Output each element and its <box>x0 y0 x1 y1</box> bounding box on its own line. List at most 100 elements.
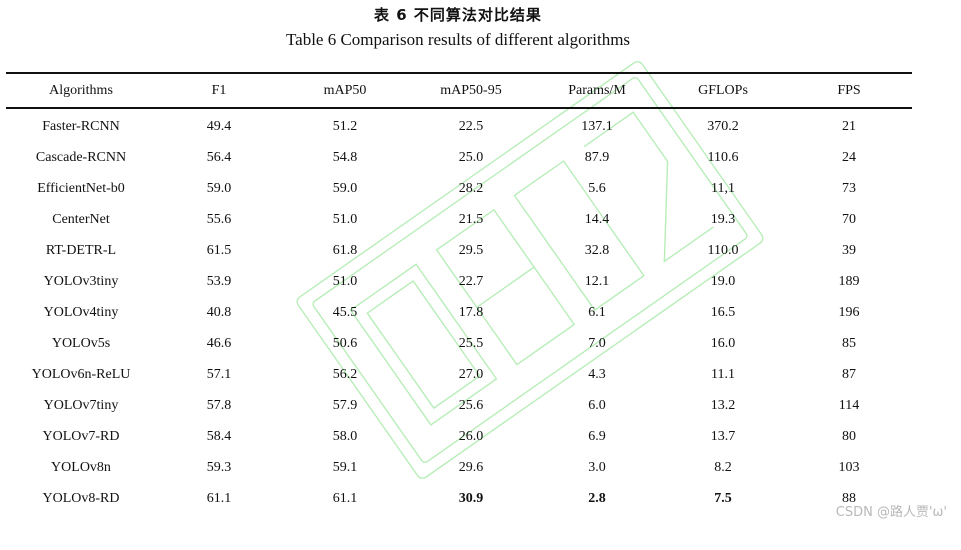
column-header: Params/M <box>568 82 626 98</box>
table-caption-english: Table 6 Comparison results of different … <box>285 30 631 49</box>
metric-cell: 55.6 <box>206 211 232 227</box>
metric-cell: 25.5 <box>458 335 484 351</box>
metric-cell: 11,1 <box>711 180 735 196</box>
metric-cell: 51.0 <box>332 273 358 289</box>
metric-cell: 114 <box>838 397 860 413</box>
metric-cell: 24 <box>842 149 856 165</box>
column-header: Algorithms <box>49 82 113 98</box>
metric-cell: 7.5 <box>714 490 732 506</box>
metric-cell: 46.6 <box>206 335 232 351</box>
metric-cell: 57.8 <box>206 397 232 413</box>
algorithm-name-cell: Faster-RCNN <box>42 118 120 134</box>
metric-cell: 11.1 <box>711 366 735 382</box>
metric-cell: 56.4 <box>206 149 232 165</box>
algorithm-name-cell: RT-DETR-L <box>45 242 117 258</box>
metric-cell: 2.8 <box>588 490 606 506</box>
metric-cell: 73 <box>842 180 856 196</box>
metric-cell: 6.0 <box>588 397 606 413</box>
metric-cell: 19.3 <box>710 211 736 227</box>
metric-cell: 56.2 <box>332 366 358 382</box>
header-row: Algorithms F1 mAP50 mAP50-95 Params/M GF… <box>6 73 912 108</box>
algorithm-name-cell: YOLOv4tiny <box>43 304 119 320</box>
metric-cell: 103 <box>838 459 860 475</box>
metric-cell: 21 <box>842 118 856 134</box>
table-row: EfficientNet-b0 59.0 59.0 28.2 5.6 11,1 73 <box>6 173 912 204</box>
metric-cell: 6.9 <box>588 428 606 444</box>
table-row: YOLOv8n 59.3 59.1 29.6 3.0 8.2 103 <box>6 452 912 483</box>
metric-cell: 54.8 <box>332 149 358 165</box>
metric-cell: 16.0 <box>710 335 736 351</box>
metric-cell: 59.1 <box>332 459 358 475</box>
column-header: F1 <box>211 82 227 98</box>
metric-cell: 57.1 <box>206 366 232 382</box>
metric-cell: 22.7 <box>458 273 484 289</box>
metric-cell: 12.1 <box>584 273 610 289</box>
metric-cell: 51.0 <box>332 211 358 227</box>
algorithm-name-cell: YOLOv5s <box>51 335 111 351</box>
metric-cell: 28.2 <box>458 180 484 196</box>
metric-cell: 59.0 <box>206 180 232 196</box>
metric-cell: 87 <box>842 366 856 382</box>
metric-cell: 80 <box>842 428 856 444</box>
metric-cell: 25.0 <box>458 149 484 165</box>
metric-cell: 110.6 <box>707 149 739 165</box>
metric-cell: 17.8 <box>458 304 484 320</box>
metric-cell: 19.0 <box>710 273 736 289</box>
metric-cell: 26.0 <box>458 428 484 444</box>
table-row: YOLOv4tiny 40.8 45.5 17.8 6.1 16.5 196 <box>6 297 912 328</box>
table-header: Algorithms F1 mAP50 mAP50-95 Params/M GF… <box>6 73 912 108</box>
table-row: YOLOv8-RD 61.1 61.1 30.9 2.8 7.5 88 <box>6 483 912 514</box>
metric-cell: 30.9 <box>458 490 484 506</box>
column-header: mAP50 <box>323 82 367 98</box>
metric-cell: 88 <box>842 490 856 506</box>
algorithm-name-cell: CenterNet <box>52 211 110 227</box>
metric-cell: 196 <box>838 304 860 320</box>
metric-cell: 110.0 <box>707 242 739 258</box>
table-row: YOLOv7tiny 57.8 57.9 25.6 6.0 13.2 114 <box>6 390 912 421</box>
metric-cell: 45.5 <box>332 304 358 320</box>
metric-cell: 25.6 <box>458 397 484 413</box>
metric-cell: 61.5 <box>206 242 232 258</box>
metric-cell: 6.1 <box>588 304 606 320</box>
metric-cell: 29.6 <box>458 459 484 475</box>
metric-cell: 29.5 <box>458 242 484 258</box>
metric-cell: 57.9 <box>332 397 358 413</box>
metric-cell: 53.9 <box>206 273 232 289</box>
metric-cell: 22.5 <box>458 118 484 134</box>
metric-cell: 5.6 <box>588 180 606 196</box>
metric-cell: 13.7 <box>710 428 736 444</box>
table-row: YOLOv5s 46.6 50.6 25.5 7.0 16.0 85 <box>6 328 912 359</box>
table-row: YOLOv7-RD 58.4 58.0 26.0 6.9 13.7 80 <box>6 421 912 452</box>
metric-cell: 61.1 <box>332 490 358 506</box>
algorithm-name-cell: YOLOv3tiny <box>43 273 119 289</box>
metric-cell: 7.0 <box>588 335 606 351</box>
metric-cell: 58.0 <box>332 428 358 444</box>
csdn-watermark: CSDN @路人贾'ω' <box>835 505 947 520</box>
metric-cell: 40.8 <box>206 304 232 320</box>
metric-cell: 8.2 <box>714 459 732 475</box>
metric-cell: 70 <box>842 211 856 227</box>
algorithm-name-cell: YOLOv6n-ReLU <box>31 366 131 382</box>
table-row: Faster-RCNN 49.4 51.2 22.5 137.1 370.2 21 <box>6 108 912 142</box>
metric-cell: 14.4 <box>584 211 610 227</box>
comparison-table: Algorithms F1 mAP50 mAP50-95 Params/M GF… <box>6 72 912 514</box>
metric-cell: 85 <box>842 335 856 351</box>
metric-cell: 59.0 <box>332 180 358 196</box>
metric-cell: 58.4 <box>206 428 232 444</box>
algorithm-name-cell: YOLOv8-RD <box>42 490 120 506</box>
table-row: CenterNet 55.6 51.0 21.5 14.4 19.3 70 <box>6 204 912 235</box>
metric-cell: 39 <box>842 242 856 258</box>
table-row: YOLOv6n-ReLU 57.1 56.2 27.0 4.3 11.1 87 <box>6 359 912 390</box>
metric-cell: 370.2 <box>707 118 739 134</box>
table-row: Cascade-RCNN 56.4 54.8 25.0 87.9 110.6 24 <box>6 142 912 173</box>
metric-cell: 137.1 <box>581 118 613 134</box>
metric-cell: 21.5 <box>458 211 484 227</box>
algorithm-name-cell: Cascade-RCNN <box>35 149 127 165</box>
algorithm-name-cell: YOLOv7tiny <box>43 397 119 413</box>
metric-cell: 27.0 <box>458 366 484 382</box>
table-caption-chinese: 表 6 不同算法对比结果 <box>374 6 542 24</box>
metric-cell: 50.6 <box>332 335 358 351</box>
column-header: mAP50-95 <box>440 82 502 98</box>
column-header: FPS <box>837 82 861 98</box>
table-row: YOLOv3tiny 53.9 51.0 22.7 12.1 19.0 189 <box>6 266 912 297</box>
